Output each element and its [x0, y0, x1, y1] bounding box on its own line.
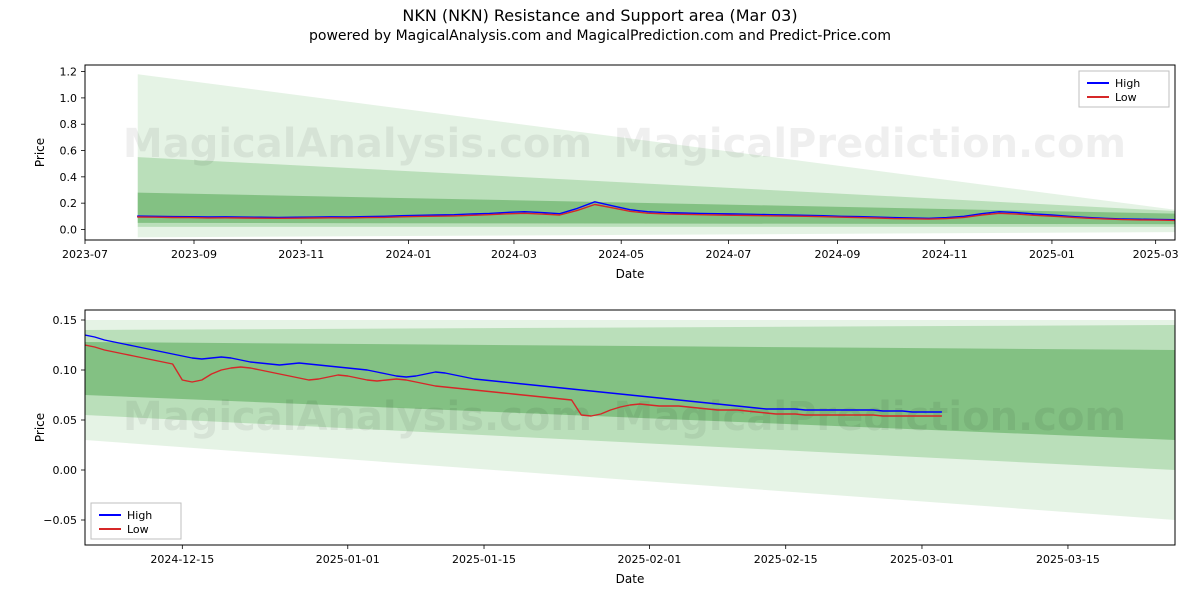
- watermark: MagicalPrediction.com: [613, 121, 1126, 167]
- legend-low: Low: [127, 523, 149, 536]
- x-tick-label: 2023-11: [278, 248, 324, 261]
- x-tick-label: 2025-02-15: [754, 553, 818, 566]
- x-axis-label: Date: [616, 572, 645, 586]
- x-axis-label: Date: [616, 267, 645, 281]
- x-tick-label: 2025-01: [1029, 248, 1075, 261]
- y-tick-label: 0.10: [53, 364, 78, 377]
- x-tick-label: 2024-03: [491, 248, 537, 261]
- y-tick-label: −0.05: [43, 514, 77, 527]
- y-axis-label: Price: [33, 413, 47, 442]
- legend: HighLow: [91, 503, 181, 539]
- x-tick-label: 2025-03: [1133, 248, 1179, 261]
- bottom-chart: MagicalAnalysis.comMagicalPrediction.com…: [30, 300, 1190, 590]
- top-chart: MagicalAnalysis.com MagicalPrediction.com…: [30, 55, 1190, 285]
- y-tick-label: 0.15: [53, 314, 78, 327]
- x-tick-label: 2025-03-15: [1036, 553, 1100, 566]
- x-tick-label: 2025-03-01: [890, 553, 954, 566]
- x-tick-label: 2025-01-01: [316, 553, 380, 566]
- legend: HighLow: [1079, 71, 1169, 107]
- y-tick-label: 0.05: [53, 414, 78, 427]
- y-axis-label: Price: [33, 138, 47, 167]
- x-tick-label: 2024-12-15: [150, 553, 214, 566]
- y-tick-label: 0.0: [60, 223, 78, 236]
- legend-high: High: [1115, 77, 1140, 90]
- y-tick-label: 1.0: [60, 92, 78, 105]
- y-tick-label: 0.8: [60, 118, 78, 131]
- x-tick-label: 2024-09: [814, 248, 860, 261]
- x-tick-label: 2025-01-15: [452, 553, 516, 566]
- x-tick-label: 2024-11: [922, 248, 968, 261]
- chart-title: NKN (NKN) Resistance and Support area (M…: [0, 6, 1200, 25]
- y-tick-label: 0.6: [60, 145, 78, 158]
- y-tick-label: 0.2: [60, 197, 78, 210]
- y-tick-label: 0.4: [60, 171, 78, 184]
- x-tick-label: 2024-07: [705, 248, 751, 261]
- y-tick-label: 0.00: [53, 464, 78, 477]
- x-tick-label: 2024-05: [598, 248, 644, 261]
- x-tick-label: 2024-01: [385, 248, 431, 261]
- x-tick-label: 2023-07: [62, 248, 108, 261]
- x-tick-label: 2023-09: [171, 248, 217, 261]
- legend-high: High: [127, 509, 152, 522]
- x-tick-label: 2025-02-01: [617, 553, 681, 566]
- watermark: MagicalAnalysis.com: [123, 121, 592, 167]
- watermark: MagicalAnalysis.com: [123, 394, 592, 440]
- y-tick-label: 1.2: [60, 66, 78, 79]
- chart-subtitle: powered by MagicalAnalysis.com and Magic…: [0, 28, 1200, 44]
- legend-low: Low: [1115, 91, 1137, 104]
